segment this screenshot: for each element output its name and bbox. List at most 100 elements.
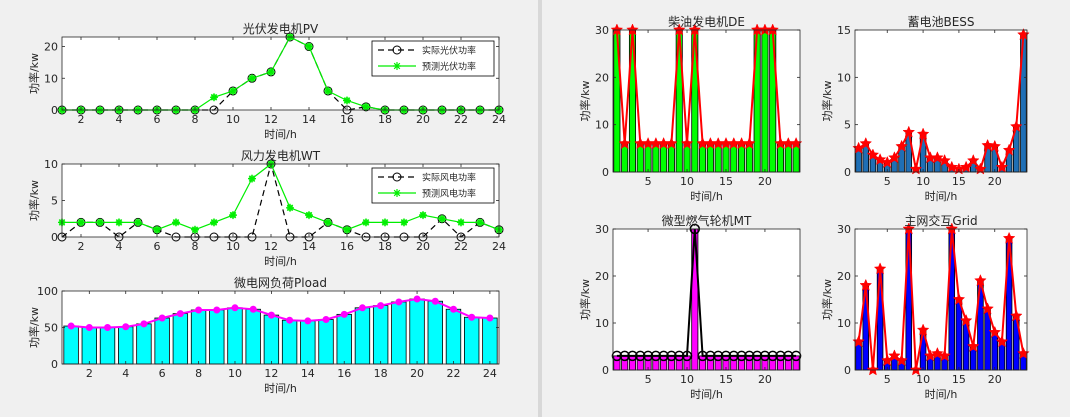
point [627, 350, 638, 362]
plot-area [62, 291, 499, 364]
point-fill [267, 68, 275, 76]
point [158, 314, 166, 322]
legend-box [371, 167, 495, 204]
y-tick-label: 30 [595, 223, 609, 236]
point [618, 136, 632, 150]
point [413, 295, 421, 303]
point [952, 292, 966, 305]
point-fill [343, 226, 351, 233]
bar [209, 309, 225, 365]
x-tick-label: 14 [301, 367, 315, 380]
point [759, 350, 771, 362]
axes-frame [612, 29, 801, 173]
y-tick-label: 10 [44, 158, 58, 171]
point [744, 350, 755, 362]
x-tick-label: 10 [916, 373, 930, 386]
x-tick-label: 4 [116, 240, 123, 253]
point [286, 316, 294, 324]
point [697, 350, 708, 362]
point-fill [457, 219, 465, 226]
bar [621, 355, 629, 371]
axes-frame [612, 228, 801, 371]
x-tick-label: 20 [410, 367, 424, 380]
axes-frame [854, 228, 1028, 371]
bar [730, 355, 738, 371]
point [959, 313, 973, 327]
bar [675, 355, 683, 371]
point [468, 313, 476, 321]
x-tick-label: 4 [122, 367, 129, 380]
point [902, 222, 916, 235]
point-fill [381, 219, 389, 226]
bar [318, 319, 334, 365]
point-fill [400, 219, 408, 226]
bar [660, 355, 668, 371]
point [742, 136, 756, 150]
bar [118, 326, 134, 365]
bar [300, 320, 316, 365]
point [981, 302, 994, 315]
bar [445, 308, 462, 365]
x-tick-label: 15 [952, 373, 966, 386]
x-tick-label: 2 [86, 367, 93, 380]
point [916, 323, 930, 336]
point [1009, 119, 1023, 132]
x-tick-label: 10 [228, 367, 242, 380]
x-tick-label: 24 [483, 367, 497, 380]
point [67, 322, 75, 330]
point [775, 350, 786, 362]
bar [792, 355, 800, 371]
x-tick-label: 2 [78, 113, 85, 126]
point [859, 136, 873, 150]
x-tick-label: 15 [952, 175, 966, 188]
point-fill [343, 97, 351, 104]
bar [628, 355, 636, 371]
x-tick-label: 22 [454, 113, 468, 126]
x-tick-label: 18 [378, 113, 392, 126]
bar [245, 308, 261, 365]
point [666, 350, 677, 362]
bar [753, 355, 761, 371]
x-tick-label: 6 [154, 113, 161, 126]
point [790, 350, 802, 362]
x-tick-label: 18 [378, 240, 392, 253]
x-tick-label: 20 [416, 240, 430, 253]
point [431, 297, 439, 305]
bar [777, 355, 785, 371]
point [720, 350, 732, 362]
point [931, 346, 944, 359]
point-fill [248, 175, 256, 182]
y-tick-label: 0 [602, 166, 609, 179]
x-tick-label: 20 [758, 175, 772, 188]
point [688, 23, 702, 36]
bar [706, 355, 714, 371]
legend-marker [392, 172, 402, 182]
bar [354, 307, 371, 365]
point [966, 339, 980, 352]
y-axis-label: 功率/kw [820, 279, 834, 320]
x-tick-label: 10 [680, 373, 694, 386]
x-tick-label: 2 [78, 240, 85, 253]
x-axis-label: 时间/h [690, 190, 723, 203]
bar [636, 355, 644, 371]
point [852, 335, 865, 348]
plot-area [613, 229, 800, 370]
y-axis-label: 功率/kw [27, 53, 41, 94]
axes-frame [61, 36, 500, 111]
point [635, 350, 646, 362]
x-axis-label: 时间/h [264, 128, 297, 141]
x-tick-label: 22 [446, 367, 460, 380]
point-fill [305, 211, 313, 219]
chart-6: 5 10 15 20 0 10 20 30 微型燃气轮机MT 时间/h 功率/kw [578, 213, 802, 401]
x-tick-label: 14 [302, 240, 316, 253]
point-fill [229, 211, 237, 219]
point-fill [210, 94, 218, 101]
point [665, 136, 678, 150]
point [988, 139, 1002, 152]
chart-title: 主网交互Grid [904, 213, 977, 228]
chart-title: 微电网负荷Pload [234, 276, 327, 290]
point [995, 335, 1009, 348]
point [888, 151, 901, 164]
